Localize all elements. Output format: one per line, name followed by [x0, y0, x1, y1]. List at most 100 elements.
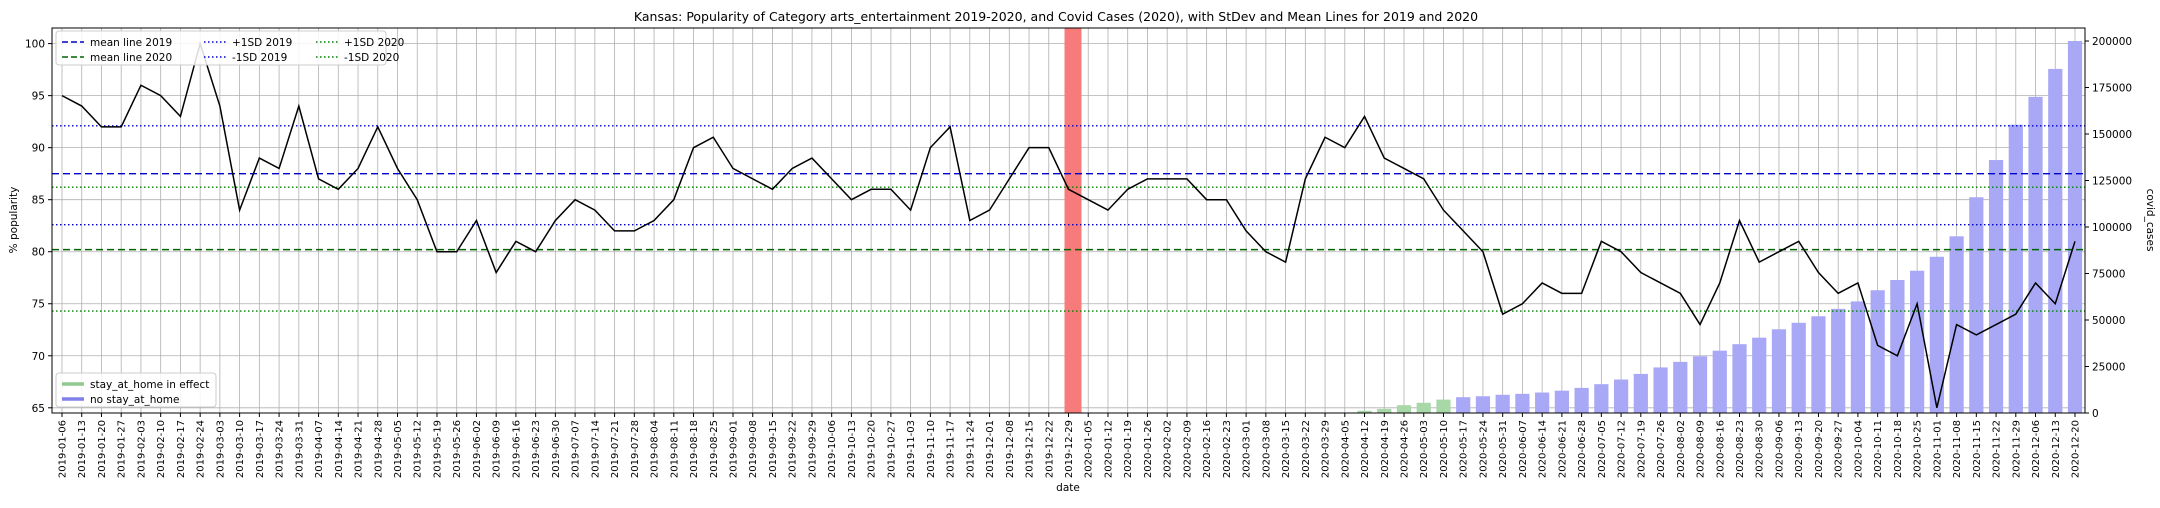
x-tick-label: 2020-01-19 — [1123, 420, 1134, 478]
covid-bar — [1416, 402, 1431, 413]
x-tick-label: 2020-11-08 — [1952, 420, 1963, 478]
x-tick-label: 2019-05-19 — [432, 420, 443, 478]
legend-label: mean line 2019 — [90, 37, 172, 49]
x-tick-label: 2020-12-13 — [2051, 420, 2062, 478]
x-tick-label: 2019-07-07 — [571, 420, 582, 478]
legend-box — [55, 372, 217, 408]
y-tick-label: 85 — [32, 195, 45, 207]
x-tick-label: 2019-06-02 — [472, 420, 483, 478]
covid-bar — [1910, 270, 1925, 413]
x-tick-label: 2020-10-11 — [1873, 420, 1884, 478]
x-tick-label: 2019-06-09 — [492, 420, 503, 478]
legend-label: no stay_at_home — [90, 394, 179, 406]
x-tick-label: 2019-03-31 — [294, 420, 305, 478]
covid-bar — [1929, 256, 1944, 413]
legend-label: stay_at_home in effect — [90, 379, 209, 391]
x-tick-label: 2020-02-02 — [1163, 420, 1174, 478]
y2-tick-label: 125000 — [2092, 176, 2132, 188]
x-tick-label: 2020-07-26 — [1656, 420, 1667, 478]
covid-bar — [1594, 384, 1609, 413]
covid-bar — [1988, 160, 2004, 413]
highlight-band — [1064, 28, 1082, 413]
y-axis-label: % popularity — [8, 187, 20, 254]
x-tick-label: 2019-07-14 — [590, 420, 601, 478]
legend-label: -1SD 2020 — [344, 52, 399, 64]
x-tick-label: 2019-08-25 — [709, 420, 720, 478]
legend-label: +1SD 2019 — [232, 37, 292, 49]
x-tick-label: 2019-03-24 — [275, 420, 286, 478]
x-tick-label: 2020-11-29 — [2011, 420, 2022, 478]
x-tick-label: 2020-09-27 — [1834, 420, 1845, 478]
covid-bar — [1633, 373, 1648, 413]
covid-bar — [2028, 96, 2043, 414]
legend-box — [55, 30, 387, 66]
covid-bar — [1396, 405, 1412, 413]
covid-bar — [1771, 329, 1787, 413]
x-tick-label: 2020-10-04 — [1853, 420, 1864, 478]
reference-lines — [52, 125, 2085, 312]
x-tick-label: 2020-08-02 — [1676, 420, 1687, 478]
x-tick-label: 2020-07-12 — [1617, 420, 1628, 478]
covid-bar — [1515, 393, 1530, 413]
covid-bar — [1377, 408, 1392, 413]
x-tick-label: 2020-07-05 — [1597, 420, 1608, 478]
x-tick-label: 2019-09-08 — [748, 420, 759, 478]
x-tick-label: 2019-12-01 — [985, 420, 996, 478]
x-tick-label: 2020-06-28 — [1577, 420, 1588, 478]
x-tick-label: 2019-06-16 — [511, 420, 522, 478]
popularity-line — [61, 40, 2076, 408]
x-tick-label: 2019-02-03 — [136, 420, 147, 478]
x-tick-label: 2019-04-21 — [354, 420, 365, 478]
covid-bar — [1673, 361, 1688, 413]
x-tick-label: 2020-01-26 — [1143, 420, 1154, 478]
x-tick-label: 2019-11-24 — [965, 420, 976, 478]
x-tick-label: 2019-01-20 — [97, 420, 108, 478]
x-tick-label: 2020-11-15 — [1972, 420, 1983, 478]
y2-tick-label: 175000 — [2092, 83, 2132, 95]
x-tick-label: 2020-04-12 — [1360, 420, 1371, 478]
x-tick-label: 2019-10-13 — [847, 420, 858, 478]
x-tick-label: 2019-01-06 — [58, 420, 69, 478]
y2-axis-label: covid_cases — [2144, 189, 2156, 252]
covid-bar — [1712, 350, 1727, 413]
covid-bar — [1475, 396, 1491, 413]
y2-tick-label: 25000 — [2092, 362, 2125, 374]
y2-tick-label: 0 — [2092, 408, 2099, 420]
y-tick-label: 90 — [32, 143, 45, 155]
x-tick-label: 2020-03-01 — [1242, 420, 1253, 478]
x-tick-label: 2019-04-14 — [334, 420, 345, 478]
x-tick-label: 2019-01-13 — [77, 420, 88, 478]
x-tick-label: 2019-06-23 — [531, 420, 542, 478]
covid-bar — [1692, 356, 1708, 413]
x-tick-label: 2020-04-05 — [1340, 420, 1351, 478]
x-tick-label: 2019-08-04 — [650, 420, 661, 478]
legend-label: +1SD 2020 — [344, 37, 404, 49]
covid-bar — [2008, 124, 2023, 414]
x-tick-label: 2019-06-30 — [551, 420, 562, 478]
covid-bar — [1791, 322, 1806, 413]
x-tick-label: 2020-03-29 — [1321, 420, 1332, 478]
x-tick-label: 2019-09-01 — [729, 420, 740, 478]
covid-bar — [1613, 379, 1629, 413]
covid-bar — [1535, 392, 1550, 413]
x-tick-label: 2019-02-10 — [156, 420, 167, 478]
x-tick-label: 2020-06-14 — [1538, 420, 1549, 478]
x-tick-label: 2020-03-22 — [1301, 420, 1312, 478]
x-tick-label: 2019-12-22 — [1044, 420, 1055, 478]
covid-bar — [1890, 280, 1905, 413]
x-tick-label: 2019-09-29 — [807, 420, 818, 478]
x-tick-label: 2019-08-11 — [669, 420, 680, 478]
x-tick-label: 2020-05-24 — [1478, 420, 1489, 478]
legend-label: mean line 2020 — [90, 52, 172, 64]
x-tick-label: 2019-11-17 — [946, 420, 957, 478]
covid-bar — [1653, 367, 1668, 413]
legend-reference-lines: mean line 2019 mean line 2020 +1SD 2019 -1S… — [55, 30, 404, 66]
x-tick-label: 2019-12-29 — [1064, 420, 1075, 478]
covid-bar — [1554, 390, 1569, 413]
legend-stay-at-home: stay_at_home in effect no stay_at_home — [55, 372, 217, 408]
x-tick-label: 2019-10-20 — [867, 420, 878, 478]
x-tick-label: 2019-04-07 — [314, 420, 325, 478]
x-tick-label: 2019-03-10 — [235, 420, 246, 478]
